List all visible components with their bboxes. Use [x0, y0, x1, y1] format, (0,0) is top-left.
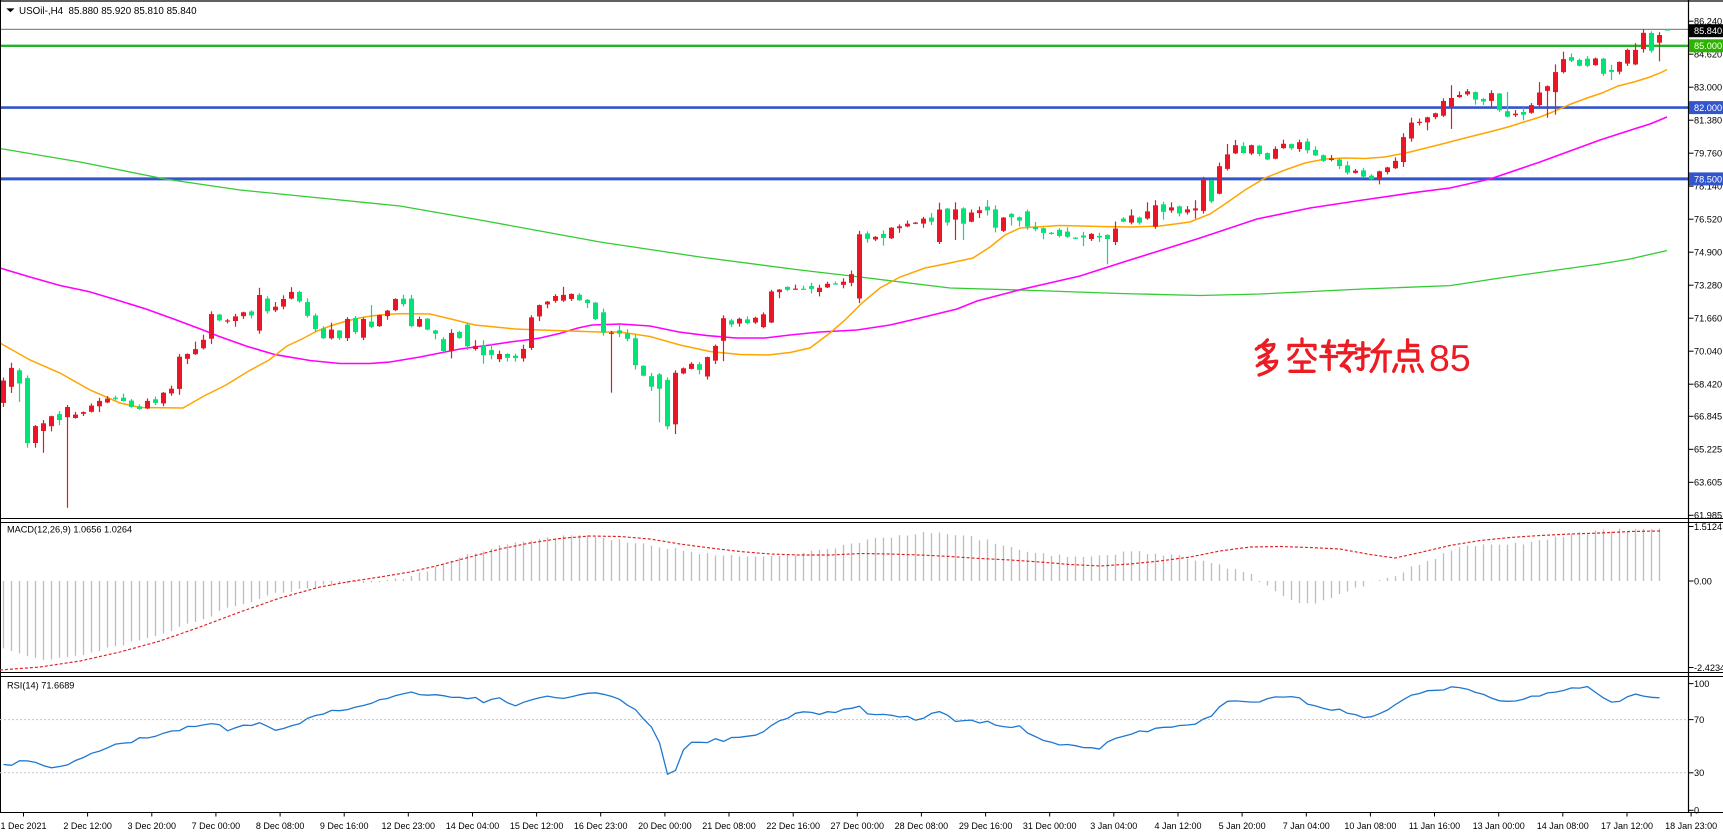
- svg-text:78.140: 78.140: [1694, 182, 1722, 192]
- svg-text:73.280: 73.280: [1694, 281, 1722, 291]
- svg-text:4 Jan 12:00: 4 Jan 12:00: [1154, 821, 1201, 831]
- svg-text:7 Jan 04:00: 7 Jan 04:00: [1283, 821, 1330, 831]
- svg-text:8 Dec 08:00: 8 Dec 08:00: [256, 821, 305, 831]
- svg-text:83.000: 83.000: [1694, 83, 1722, 93]
- svg-text:79.760: 79.760: [1694, 149, 1722, 159]
- svg-text:27 Dec 00:00: 27 Dec 00:00: [831, 821, 885, 831]
- svg-text:14 Jan 08:00: 14 Jan 08:00: [1537, 821, 1589, 831]
- svg-text:18 Jan 23:00: 18 Jan 23:00: [1665, 821, 1717, 831]
- svg-text:21 Dec 08:00: 21 Dec 08:00: [702, 821, 756, 831]
- svg-text:-2.4234: -2.4234: [1694, 663, 1723, 673]
- svg-text:70.040: 70.040: [1694, 347, 1722, 357]
- svg-text:9 Dec 16:00: 9 Dec 16:00: [320, 821, 369, 831]
- svg-text:22 Dec 16:00: 22 Dec 16:00: [766, 821, 820, 831]
- svg-text:MACD(12,26,9) 1.0656 1.0264: MACD(12,26,9) 1.0656 1.0264: [7, 525, 132, 535]
- svg-text:RSI(14) 71.6689: RSI(14) 71.6689: [7, 681, 74, 691]
- svg-text:100: 100: [1694, 679, 1709, 689]
- svg-text:65.225: 65.225: [1694, 445, 1722, 455]
- svg-text:31 Dec 00:00: 31 Dec 00:00: [1023, 821, 1077, 831]
- svg-text:66.845: 66.845: [1694, 412, 1722, 422]
- svg-text:12 Dec 23:00: 12 Dec 23:00: [382, 821, 436, 831]
- svg-text:70: 70: [1694, 715, 1704, 725]
- svg-text:85.840: 85.840: [1694, 26, 1722, 36]
- svg-text:71.660: 71.660: [1694, 314, 1722, 324]
- svg-text:82.000: 82.000: [1694, 103, 1722, 113]
- svg-text:2 Dec 12:00: 2 Dec 12:00: [63, 821, 112, 831]
- svg-text:81.380: 81.380: [1694, 116, 1722, 126]
- svg-text:28 Dec 08:00: 28 Dec 08:00: [895, 821, 949, 831]
- svg-text:20 Dec 00:00: 20 Dec 00:00: [638, 821, 692, 831]
- svg-text:USOil-,H4 85.880 85.920 85.81: USOil-,H4 85.880 85.920 85.810 85.840: [19, 6, 197, 17]
- svg-text:7 Dec 00:00: 7 Dec 00:00: [192, 821, 241, 831]
- svg-text:63.605: 63.605: [1694, 478, 1722, 488]
- svg-text:14 Dec 04:00: 14 Dec 04:00: [446, 821, 500, 831]
- svg-text:3 Jan 04:00: 3 Jan 04:00: [1090, 821, 1137, 831]
- svg-text:85.000: 85.000: [1694, 41, 1722, 51]
- svg-text:29 Dec 16:00: 29 Dec 16:00: [959, 821, 1013, 831]
- svg-text:76.520: 76.520: [1694, 215, 1722, 225]
- svg-text:17 Jan 12:00: 17 Jan 12:00: [1601, 821, 1653, 831]
- svg-text:1.5124: 1.5124: [1694, 522, 1722, 532]
- svg-text:86.240: 86.240: [1694, 17, 1722, 27]
- svg-text:13 Jan 00:00: 13 Jan 00:00: [1473, 821, 1525, 831]
- svg-text:5 Jan 20:00: 5 Jan 20:00: [1219, 821, 1266, 831]
- svg-text:0: 0: [1694, 806, 1699, 816]
- svg-text:15 Dec 12:00: 15 Dec 12:00: [510, 821, 564, 831]
- svg-text:68.420: 68.420: [1694, 380, 1722, 390]
- svg-text:11 Jan 16:00: 11 Jan 16:00: [1409, 821, 1460, 831]
- svg-text:3 Dec 20:00: 3 Dec 20:00: [128, 821, 177, 831]
- svg-text:61.985: 61.985: [1694, 511, 1722, 521]
- svg-text:10 Jan 08:00: 10 Jan 08:00: [1344, 821, 1396, 831]
- svg-text:30: 30: [1694, 768, 1704, 778]
- svg-text:74.900: 74.900: [1694, 248, 1722, 258]
- svg-text:78.500: 78.500: [1694, 174, 1722, 184]
- svg-text:1 Dec 2021: 1 Dec 2021: [0, 821, 46, 831]
- svg-text:85: 85: [1429, 337, 1471, 379]
- svg-text:0.00: 0.00: [1694, 576, 1712, 586]
- svg-text:16 Dec 23:00: 16 Dec 23:00: [574, 821, 628, 831]
- svg-text:84.620: 84.620: [1694, 50, 1722, 60]
